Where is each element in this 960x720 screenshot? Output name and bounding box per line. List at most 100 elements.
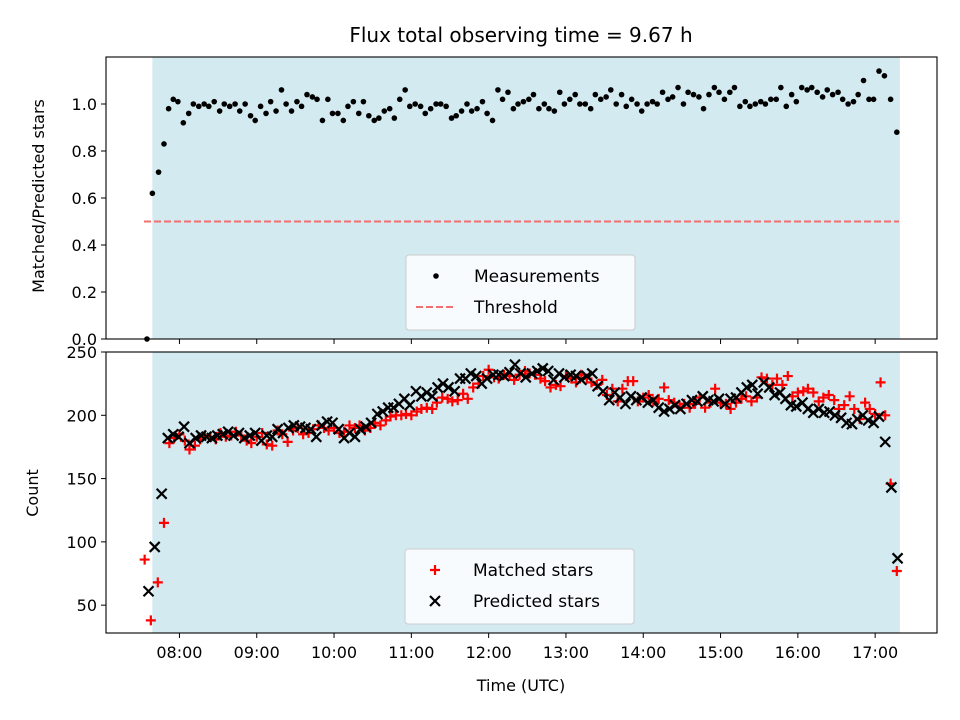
matched-star-point <box>875 377 886 388</box>
predicted-star-point <box>802 403 814 415</box>
matched-star-point <box>839 400 850 411</box>
measurement-point <box>881 73 888 79</box>
legend-marker-measurements <box>433 273 439 279</box>
measurement-point <box>206 103 212 110</box>
measurement-point <box>278 87 285 93</box>
measurement-point <box>762 101 769 107</box>
predicted-star-point <box>349 431 361 443</box>
predicted-star-point <box>448 385 461 398</box>
measurement-point <box>263 110 269 117</box>
measurement-point <box>433 101 439 107</box>
measurement-point <box>613 101 619 107</box>
predicted-star-point <box>162 432 174 444</box>
measurement-point <box>567 96 573 103</box>
measurement-point <box>793 98 800 105</box>
predicted-star-point <box>222 425 234 438</box>
matched-star-point <box>864 403 875 414</box>
matched-star-point <box>452 395 463 406</box>
ratio-panel: 0.0 0.2 0.4 0.6 0.8 1.0 Measurements Threshold <box>72 56 938 349</box>
measurement-point <box>737 103 743 110</box>
measurement-point <box>860 77 867 84</box>
predicted-star-point <box>431 381 444 394</box>
measurement-point <box>304 91 310 98</box>
x-tick-label: 08:00 <box>156 643 202 662</box>
measurement-point <box>422 110 429 117</box>
predicted-star-point <box>885 481 898 494</box>
measurement-point <box>396 96 403 103</box>
matched-star-point <box>145 615 156 626</box>
measurement-point <box>546 105 552 112</box>
measurement-point <box>587 105 594 112</box>
measurement-point <box>618 91 625 98</box>
predicted-star-point <box>271 423 284 435</box>
legend-box <box>405 254 636 331</box>
measurement-point <box>541 101 548 107</box>
measurement-point <box>634 101 640 107</box>
measurement-point <box>155 169 162 175</box>
predicted-star-point <box>359 420 372 433</box>
measurement-point <box>680 101 687 107</box>
matched-star-point <box>771 373 782 384</box>
matched-star-point <box>375 420 386 431</box>
legend-label: Predicted stars <box>473 592 600 612</box>
measurement-point <box>314 96 320 103</box>
predicted-star-point <box>751 387 764 400</box>
measurement-point <box>464 101 470 107</box>
measurement-point <box>866 96 872 103</box>
measurement-point <box>665 96 671 103</box>
measurement-point <box>644 101 650 107</box>
predicted-star-point <box>603 394 616 406</box>
predicted-star-point <box>266 431 278 443</box>
measurement-point <box>829 91 836 98</box>
axes-frame <box>105 351 938 634</box>
y-tick-label: 1.0 <box>72 95 97 114</box>
measurement-point <box>226 103 233 110</box>
measurement-point <box>298 103 305 110</box>
legend-box <box>404 548 635 625</box>
measurement-point <box>427 105 434 112</box>
measurement-point <box>366 112 372 119</box>
measurement-point <box>402 87 408 93</box>
predicted-star-point <box>514 367 527 380</box>
measurement-point <box>607 87 614 93</box>
predicted-star-point <box>807 406 820 419</box>
measurement-point <box>335 110 341 117</box>
measurement-point <box>376 115 382 121</box>
predicted-star-point <box>365 417 377 429</box>
predicted-star-point <box>148 541 161 553</box>
measurement-point <box>638 108 645 114</box>
x-axis-label: Time (UTC) <box>476 676 565 695</box>
matched-star-point <box>792 387 803 398</box>
measurement-point <box>386 105 393 112</box>
predicted-star-point <box>421 386 433 399</box>
measurement-point <box>495 87 501 93</box>
measurement-point <box>835 89 841 96</box>
measurement-point <box>406 103 413 110</box>
x-tick-label: 17:00 <box>852 643 898 662</box>
matched-star-point <box>152 577 163 588</box>
measurement-point <box>520 98 527 105</box>
measurement-point <box>391 115 398 121</box>
matched-star-point <box>659 382 670 393</box>
y-tick-label: 250 <box>66 343 97 362</box>
measurement-point <box>706 91 712 98</box>
measurement-point <box>788 91 795 98</box>
x-tick-label: 11:00 <box>388 643 434 662</box>
predicted-star-point <box>376 405 389 418</box>
predicted-star-point <box>790 400 803 413</box>
measurement-point <box>721 96 728 103</box>
predicted-star-point <box>172 431 185 443</box>
predicted-star-point <box>873 410 885 423</box>
y-tick-label: 0.6 <box>72 189 97 208</box>
measurement-point <box>839 96 846 103</box>
measurement-point <box>294 98 300 105</box>
y-tick-label: 150 <box>66 470 97 489</box>
x-tick-label: 16:00 <box>775 643 821 662</box>
predicted-star-point <box>503 366 516 379</box>
measurement-point <box>350 98 357 105</box>
matched-star-point <box>421 402 432 413</box>
measurement-point <box>236 108 243 114</box>
measurement-point <box>283 101 289 107</box>
measurement-point <box>804 87 810 93</box>
measurement-point <box>474 105 480 112</box>
